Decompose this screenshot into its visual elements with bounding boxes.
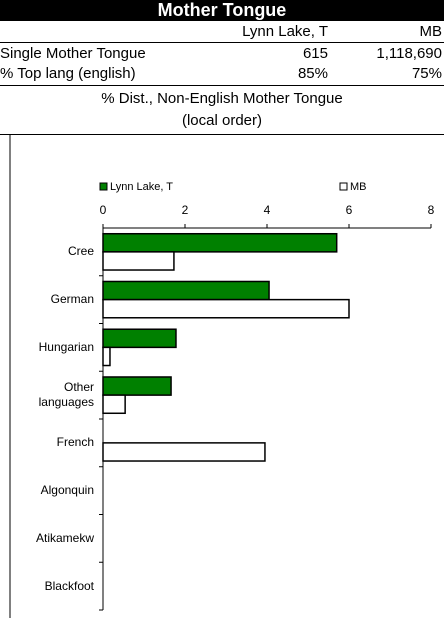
bar <box>102 346 111 367</box>
header-row: Lynn Lake, T MB <box>0 21 444 42</box>
table-row: Single Mother Tongue 615 1,118,690 <box>0 43 444 64</box>
x-tick-label: 4 <box>264 203 271 217</box>
cell: 85% <box>297 65 328 82</box>
section-line: % Dist., Non-English Mother Tongue <box>101 90 343 107</box>
bar <box>102 298 350 319</box>
section-line: (local order) <box>181 112 263 129</box>
bar <box>102 232 338 253</box>
y-tick-label: Hungarian <box>38 339 94 354</box>
y-tick-label: Blackfoot <box>44 578 94 593</box>
cell: 75% <box>411 65 442 82</box>
column-header: MB <box>419 23 443 40</box>
y-tick-label: German <box>50 292 94 307</box>
y-tick-label: Atikamekw <box>35 530 94 545</box>
legend-swatch <box>339 182 348 191</box>
legend-swatch <box>99 182 108 191</box>
bar <box>102 280 270 301</box>
x-tick-label: 2 <box>182 203 189 217</box>
section-title: % Dist., Non-English Mother Tongue (loca… <box>0 88 444 132</box>
bar <box>102 251 175 271</box>
legend-label: MB <box>350 181 367 193</box>
bar <box>102 328 177 349</box>
table-row: % Top lang (english) 85% 75% <box>0 63 444 84</box>
column-header: Lynn Lake, T <box>242 23 328 40</box>
cell: Single Mother Tongue <box>0 45 146 62</box>
title: Mother Tongue <box>0 0 444 21</box>
rule <box>0 85 444 86</box>
bar <box>102 442 266 462</box>
cell: 1,118,690 <box>376 45 442 62</box>
y-tick-label: French <box>56 435 94 450</box>
rule <box>0 134 444 135</box>
y-tick-label: Other languages <box>38 380 94 410</box>
bar <box>102 376 172 396</box>
y-tick-label: Cree <box>67 244 94 259</box>
cell: % Top lang (english) <box>0 65 136 82</box>
legend-label: Lynn Lake, T <box>110 181 173 193</box>
y-tick-label: Algonquin <box>40 483 94 498</box>
x-tick-label: 6 <box>346 203 353 217</box>
x-tick-label: 0 <box>100 203 107 217</box>
x-tick-label: 8 <box>428 203 435 217</box>
rule <box>0 42 444 43</box>
bar <box>102 394 126 415</box>
cell: 615 <box>302 45 328 62</box>
